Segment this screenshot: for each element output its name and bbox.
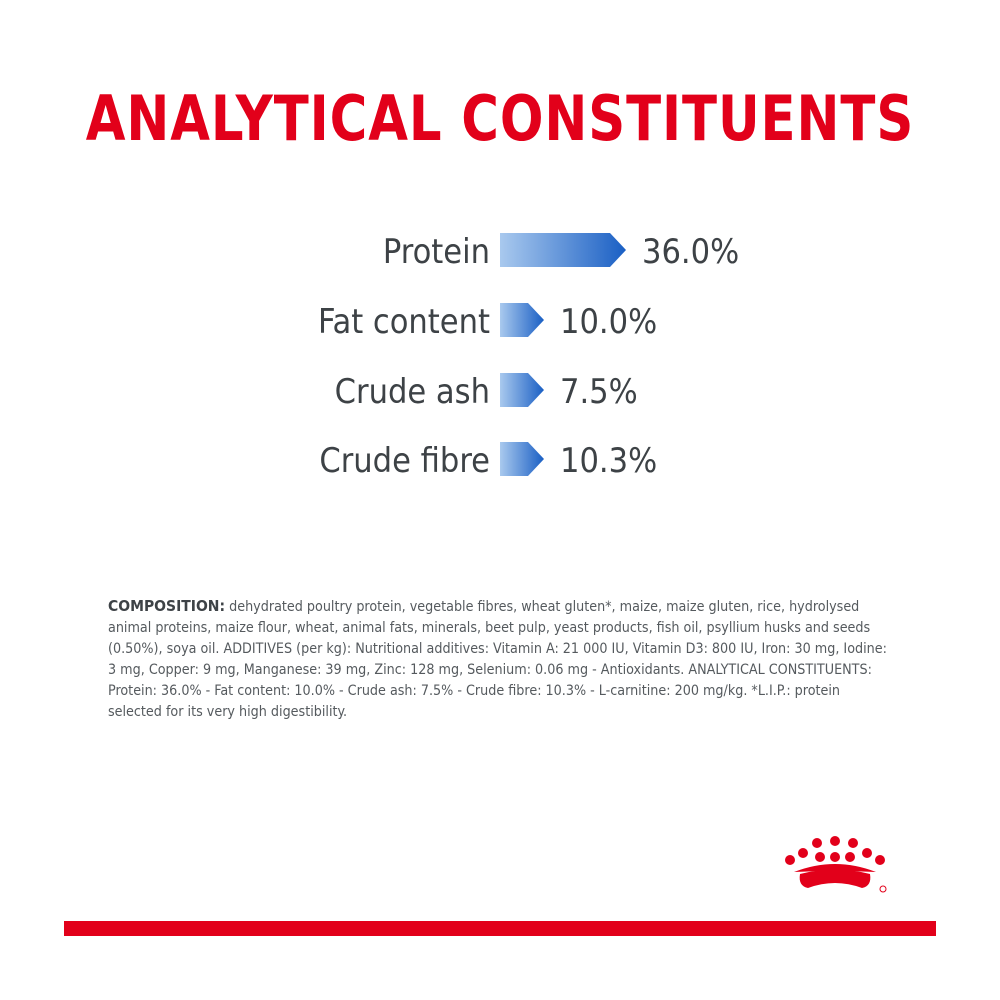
nutrient-bar-chart: Protein 36.0% Fat content 10.0% Crude ash 7.5… [318, 232, 739, 481]
value-label: 7.5% [560, 372, 638, 412]
bar [500, 233, 626, 267]
bar [500, 442, 544, 476]
category-label: Fat content [318, 302, 490, 342]
category-label: Crude ash [335, 372, 490, 412]
value-label: 36.0% [642, 232, 739, 272]
page-title: ANALYTICAL CONSTITUENTS [85, 82, 915, 155]
bar [500, 373, 544, 407]
composition-body: dehydrated poultry protein, vegetable fi… [108, 599, 887, 720]
composition-text: COMPOSITION: dehydrated poultry protein,… [108, 596, 888, 723]
value-label: 10.3% [560, 441, 657, 481]
footer-bar [64, 921, 936, 936]
bar [500, 303, 544, 337]
category-label: Crude fibre [319, 441, 490, 481]
composition-label: COMPOSITION: [108, 597, 226, 615]
value-label: 10.0% [560, 302, 657, 342]
category-label: Protein [383, 232, 490, 272]
royal-crown-icon [785, 836, 887, 893]
